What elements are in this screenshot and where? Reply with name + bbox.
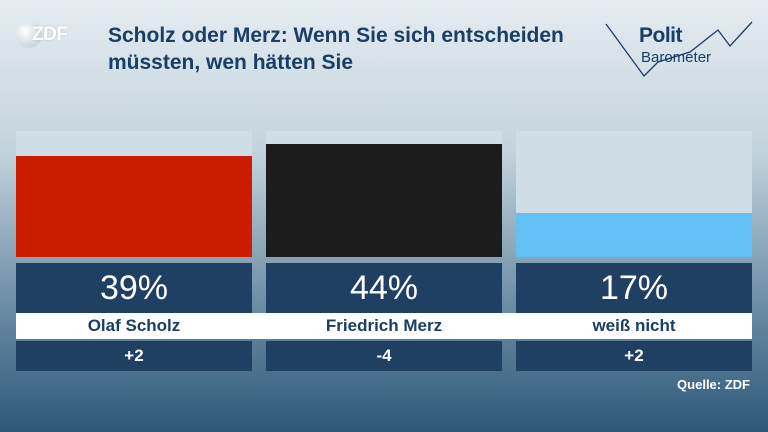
bar-column: 17% weiß nicht +2 [516,131,752,371]
category-label: weiß nicht [516,313,752,339]
bar-column: 39% Olaf Scholz +2 [16,131,252,371]
category-label: Friedrich Merz [266,313,502,339]
barometer-zigzag-icon [605,21,753,77]
change-label: +2 [16,341,252,371]
bar [516,213,752,257]
bar [266,144,502,257]
change-label: +2 [516,341,752,371]
bar-chart: 39% Olaf Scholz +2 44% Friedrich Merz -4 17% we… [16,131,752,371]
zdf-logo: ZDF [16,22,68,48]
brand-line2: Barometer [641,49,712,66]
data-label: 39% [16,263,252,313]
data-label: 17% [516,263,752,313]
brand-line1: Polit [639,24,683,47]
bar-column: 44% Friedrich Merz -4 [266,131,502,371]
politbarometer-brand: Polit Barometer [604,16,754,78]
change-label: -4 [266,341,502,371]
data-label: 44% [266,263,502,313]
source-note: Quelle: ZDF [677,377,750,392]
bar-track [266,131,502,257]
zdf-logo-text: ZDF [32,24,68,45]
bar-track [516,131,752,257]
category-label: Olaf Scholz [16,313,252,339]
zdf-logo-icon [16,22,42,48]
chart-title: Scholz oder Merz: Wenn Sie sich entschei… [108,24,564,74]
bar-track [16,131,252,257]
bar [16,156,252,257]
